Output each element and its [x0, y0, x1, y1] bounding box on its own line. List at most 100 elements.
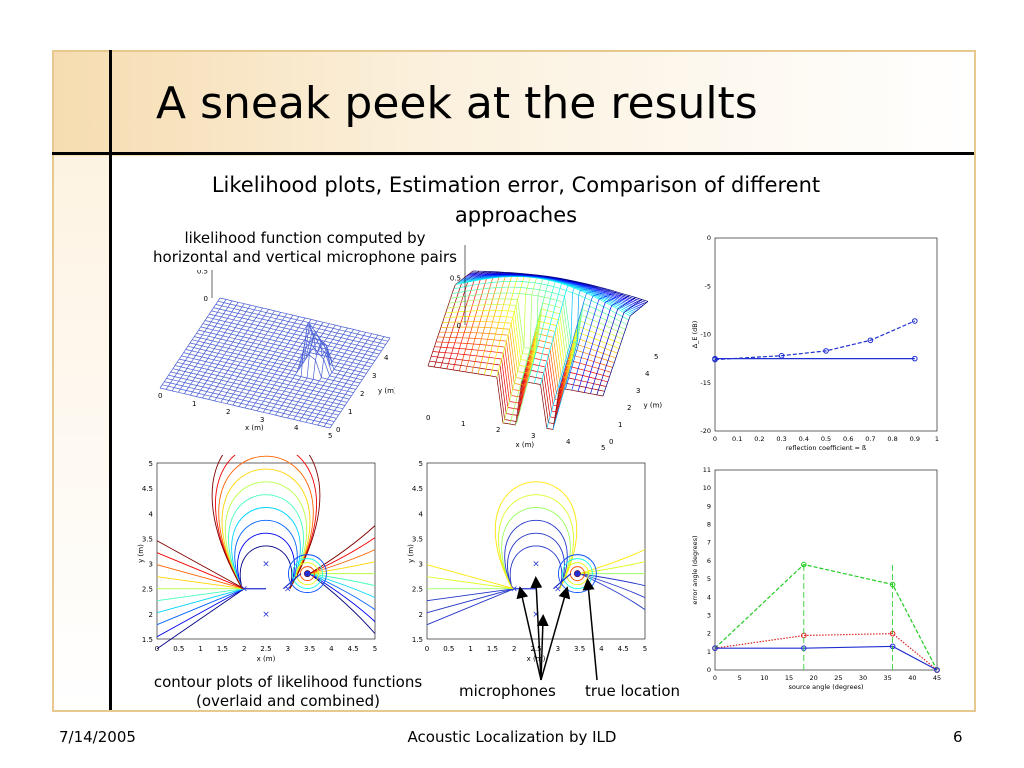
x-tick-label: 2: [242, 645, 246, 653]
left-strip: [52, 156, 111, 710]
y-tick-label: 5: [419, 460, 423, 468]
true-location-marker: [304, 570, 311, 577]
contour-line: [239, 545, 293, 589]
contour-line: [309, 549, 376, 575]
microphone-marker: ×: [532, 610, 540, 620]
y-tick-label: 2: [149, 611, 153, 619]
x-axis-label: x (m): [516, 441, 535, 449]
y-tick-label: 3: [636, 387, 640, 395]
series-line: [715, 645, 938, 671]
surface-mesh-line: [571, 291, 617, 391]
reflection-error-chart: 0 0.1 0.2 0.3 0.4 0.5 0.6 0.7 0.8 0.9 1 0 -5 -10 -15 -2…: [691, 234, 939, 452]
y-axis-label: y (m): [644, 402, 663, 410]
contour-line: [309, 573, 376, 634]
surface-mesh-line: [552, 286, 599, 430]
y-tick-label: 3: [372, 372, 376, 380]
y-tick-label: -5: [705, 282, 711, 290]
y-tick-label: 2: [360, 390, 364, 398]
surface-mesh-line: [440, 271, 486, 369]
contour-line: [215, 455, 317, 589]
microphones-label: microphones: [459, 682, 556, 700]
x-tick-label: 40: [908, 674, 916, 682]
arrow-true-location: [582, 578, 598, 681]
y-tick-label: 4.5: [412, 485, 423, 493]
contour-ring: [557, 554, 597, 594]
surface-grid-left: 00.51012345012345x (m)y (m): [158, 270, 395, 440]
x-tick-label: 1.5: [217, 645, 228, 653]
x-tick-label: 0: [713, 674, 717, 682]
x-tick-label: 0: [155, 645, 159, 653]
estimate-line: [283, 573, 302, 590]
contour-ring: [287, 554, 327, 594]
surface-mesh-line: [192, 322, 363, 381]
x-tick-label: 0.5: [821, 435, 831, 443]
y-tick-label: 3: [149, 561, 153, 569]
surface-plot-caption: likelihood function computed by horizonta…: [135, 229, 475, 267]
chart-frame: [714, 237, 938, 432]
x-tick-label: 3: [556, 645, 560, 653]
contour-line: [156, 564, 245, 590]
contour-line: [507, 532, 565, 589]
y-tick-label: 3: [707, 611, 711, 619]
y-tick-label: 3.5: [412, 535, 423, 543]
x-tick-label: 0.6: [843, 435, 853, 443]
surface-grid-right: 00.51012345012345x (m)y (m): [426, 245, 662, 452]
contour-line: [579, 573, 646, 599]
contour-caption-text: contour plots of likelihood functions (ov…: [153, 673, 423, 710]
surface-mesh-line: [219, 297, 391, 339]
surface-plot-right: 00.51012345012345x (m)y (m): [426, 245, 662, 452]
contour-line: [494, 481, 578, 589]
contour-plot-left: 0 0.5 1 1.5 2 2.5 3 3.5 4 4.5 5 1.5 2 2.5 3 3.5 4 4.5 5 x (…: [137, 455, 377, 663]
contour-line: [231, 507, 301, 589]
x-tick-label: 0.3: [776, 435, 786, 443]
x-tick-label: 4: [329, 645, 334, 653]
contour-line: [501, 507, 571, 589]
contour-ring: [561, 558, 593, 590]
surface-mesh-line: [198, 329, 369, 371]
contour-ring: [565, 562, 589, 586]
footer-page-number: 6: [953, 728, 963, 746]
contour-line: [498, 494, 574, 589]
x-tick-label: 15: [785, 674, 793, 682]
x-tick-label: 1: [198, 645, 202, 653]
surface-caption-text: likelihood function computed by horizonta…: [153, 229, 457, 266]
y-tick-label: 7: [707, 539, 711, 547]
footer-title: Acoustic Localization by ILD: [407, 728, 617, 746]
x-tick-label: 1: [468, 645, 472, 653]
x-tick-label: 3.5: [304, 645, 315, 653]
x-tick-label: 35: [884, 674, 892, 682]
x-tick-label: 2.5: [530, 645, 541, 653]
y-tick-label: 4: [149, 510, 154, 518]
contour-line: [309, 561, 376, 575]
x-axis-label: reflection coefficient = ß: [786, 444, 866, 452]
surface-mesh-line: [583, 295, 630, 393]
x-tick-label: 3: [286, 645, 290, 653]
surface-mesh-line: [211, 310, 382, 352]
x-tick-label: 0.4: [799, 435, 809, 443]
surface-mesh-line: [455, 276, 631, 317]
y-axis-label: Δ_E (dB): [691, 321, 699, 349]
estimate-line: [553, 573, 572, 590]
y-tick-label: 10: [703, 484, 711, 492]
y-tick-label: 3: [419, 561, 423, 569]
contour-line: [426, 588, 515, 626]
surface-mesh-line: [590, 297, 636, 394]
x-tick-label: 3.5: [574, 645, 585, 653]
y-tick-label: 4: [419, 510, 424, 518]
x-tick-label: 0: [426, 414, 430, 422]
y-tick-label: 5: [707, 575, 711, 583]
slide-title: A sneak peek at the results: [156, 78, 758, 129]
x-tick-label: 2: [226, 408, 230, 416]
x-tick-label: 4: [294, 424, 299, 432]
surface-mesh-line: [602, 301, 649, 397]
x-axis-label: source angle (degrees): [789, 683, 864, 691]
x-tick-label: 4: [599, 645, 604, 653]
y-tick-label: 1: [618, 421, 622, 429]
contour-ring: [291, 558, 323, 590]
surface-mesh-line: [317, 334, 379, 426]
surface-mesh-line: [450, 292, 626, 350]
y-tick-label: 11: [703, 466, 711, 474]
contour-line: [579, 561, 646, 575]
contour-plot-frame: [426, 462, 646, 640]
